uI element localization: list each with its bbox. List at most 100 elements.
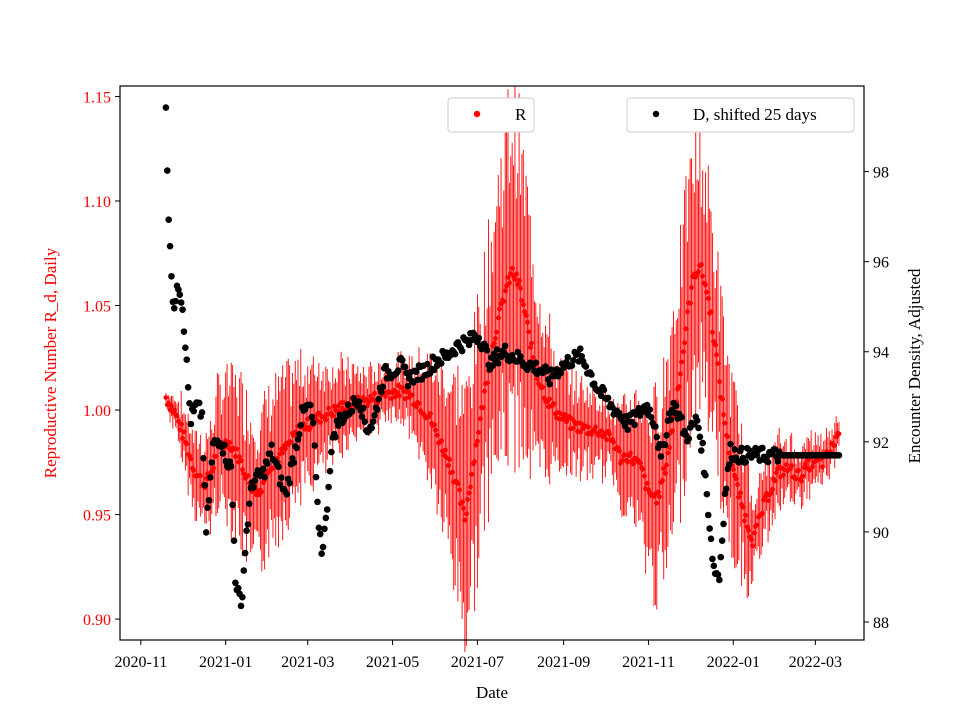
d-point	[314, 498, 321, 506]
d-series	[162, 104, 843, 610]
x-tick-label: 2022-03	[789, 654, 842, 671]
d-point	[296, 431, 303, 438]
d-point	[184, 384, 192, 391]
d-point	[774, 458, 782, 465]
d-point	[709, 555, 716, 563]
x-tick-label: 2021-07	[451, 654, 504, 671]
d-point	[657, 453, 665, 460]
d-point	[168, 272, 175, 280]
d-point	[600, 386, 608, 394]
right-y-tick-label: 98	[873, 165, 889, 182]
d-point	[725, 461, 733, 468]
d-point	[624, 426, 631, 434]
d-point	[568, 362, 576, 369]
d-point	[246, 500, 253, 508]
d-point	[290, 459, 298, 466]
d-point	[759, 444, 766, 452]
d-point	[286, 479, 293, 487]
d-point	[200, 454, 207, 462]
d-point	[547, 366, 555, 373]
d-point	[175, 286, 182, 293]
d-point	[316, 530, 324, 538]
d-point	[172, 297, 179, 305]
left-y-tick-label: 1.05	[83, 299, 111, 316]
legend-r-marker	[473, 110, 481, 118]
d-point	[661, 441, 669, 449]
d-point	[312, 473, 320, 481]
d-point	[753, 451, 761, 459]
d-point	[652, 423, 659, 430]
d-point	[437, 360, 445, 367]
d-point	[663, 432, 670, 439]
d-point	[731, 446, 738, 453]
d-point	[190, 407, 198, 415]
d-point	[234, 584, 242, 592]
right-y-tick-label: 96	[873, 255, 889, 272]
d-point	[667, 416, 674, 424]
x-axis: 2020-11 2021-01 2021-03 2021-05 2021-07 2021-…	[114, 640, 842, 671]
d-point	[524, 366, 531, 374]
d-point	[742, 458, 750, 466]
d-point	[475, 334, 483, 342]
d-point	[180, 328, 188, 335]
d-point	[275, 463, 282, 471]
d-point	[385, 367, 392, 375]
d-point	[319, 543, 327, 551]
d-point	[186, 400, 193, 407]
d-point	[716, 576, 723, 584]
right-y-axis-label: Encounter Density, Adjusted	[905, 268, 924, 463]
d-point	[176, 291, 184, 298]
d-point	[165, 216, 172, 223]
d-point	[714, 571, 722, 578]
x-tick-label: 2020-11	[114, 654, 167, 671]
d-point	[404, 382, 412, 390]
r-point	[163, 395, 169, 401]
d-point	[237, 602, 245, 610]
d-point	[201, 481, 209, 489]
d-point	[653, 433, 661, 441]
d-point	[182, 344, 189, 351]
d-point	[369, 418, 377, 425]
d-point	[588, 371, 595, 378]
d-point	[318, 550, 325, 558]
d-point	[693, 417, 701, 424]
d-point	[685, 435, 693, 442]
d-point	[451, 350, 459, 358]
d-point	[706, 525, 713, 532]
d-point	[631, 421, 638, 429]
d-point	[399, 356, 406, 364]
d-point	[195, 399, 203, 407]
d-point	[244, 521, 252, 528]
d-point	[283, 490, 291, 498]
d-point	[315, 524, 323, 532]
d-point	[764, 458, 772, 466]
d-point	[702, 471, 709, 479]
d-point	[696, 433, 704, 441]
d-point	[718, 537, 726, 544]
d-point	[382, 362, 389, 370]
right-y-tick-label: 94	[873, 345, 889, 362]
left-y-tick-label: 0.90	[83, 612, 111, 629]
left-y-tick-label: 0.95	[83, 508, 111, 525]
d-point	[678, 413, 686, 421]
d-point	[375, 395, 382, 403]
d-point	[261, 473, 268, 481]
x-tick-label: 2021-11	[622, 654, 675, 671]
d-point	[721, 490, 729, 498]
d-point	[325, 483, 332, 491]
d-point	[378, 388, 385, 396]
d-point	[322, 514, 330, 522]
d-point	[577, 345, 584, 352]
d-point	[163, 167, 171, 174]
d-point	[219, 450, 227, 457]
d-point	[735, 458, 743, 466]
d-point	[332, 433, 339, 441]
d-point	[723, 485, 730, 493]
d-point	[241, 549, 249, 557]
d-point	[570, 357, 577, 364]
d-point	[170, 304, 178, 312]
d-point	[557, 369, 565, 377]
d-point	[311, 442, 318, 449]
d-point	[294, 436, 302, 443]
